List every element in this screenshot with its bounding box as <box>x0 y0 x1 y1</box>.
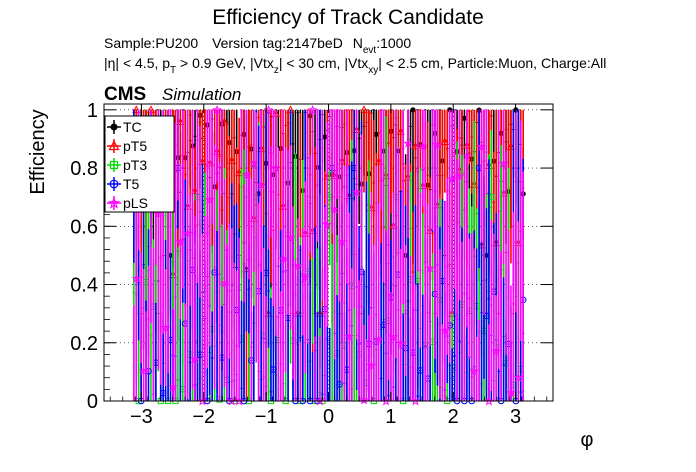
marker-point <box>462 151 472 161</box>
marker-point <box>374 157 383 165</box>
marker-point <box>410 107 416 113</box>
legend-marker <box>108 140 120 151</box>
marker-point <box>513 372 523 382</box>
x-tick-label: 1 <box>385 406 396 428</box>
legend-marker <box>109 179 119 189</box>
marker-point <box>234 396 244 406</box>
marker-point <box>220 117 229 125</box>
y-tick-label: 0.6 <box>70 216 98 238</box>
subtitle-line-1: Sample:PU200 Version tag:2147beD Nevt:10… <box>104 35 411 56</box>
cut-vtxz-subscript: z <box>274 65 279 76</box>
marker-point <box>359 105 369 113</box>
cut-vtxz-vtxxy: | < 30 cm, |Vtx <box>279 55 368 71</box>
x-tick-label: 3 <box>510 406 521 428</box>
x-tick-label: 0 <box>323 406 334 428</box>
y-tick-label: 0.4 <box>70 275 98 297</box>
tick-labels: −3 −2 −1 0 1 2 3 0 0.2 0.4 0.6 0.8 1 <box>70 100 521 428</box>
marker-point <box>176 117 185 126</box>
marker-point <box>396 127 405 135</box>
marker-point <box>403 138 413 148</box>
x-tick-label: −2 <box>192 406 215 428</box>
marker-point <box>432 140 443 150</box>
marker-point <box>461 115 468 121</box>
nevt-value: :1000 <box>376 35 411 51</box>
cut-vtxxy-particle: | < 2.5 cm, Particle:Muon, Charge:All <box>378 55 606 71</box>
marker-point <box>235 168 244 177</box>
marker-point <box>329 204 340 214</box>
nevt-label: N <box>353 35 363 51</box>
marker-point <box>322 219 332 230</box>
legend-label-TC: TC <box>123 119 142 135</box>
marker-point <box>190 354 200 364</box>
data-layer <box>130 105 527 406</box>
marker-point <box>484 396 494 406</box>
marker-point <box>351 187 362 197</box>
marker-point <box>336 381 343 388</box>
marker-point <box>256 180 266 190</box>
marker-point <box>440 137 449 145</box>
chart-title: Efficiency of Track Candidate <box>212 6 484 29</box>
y-tick-label: 0 <box>87 391 98 413</box>
legend-box <box>104 115 175 213</box>
legend-label-pT3: pT3 <box>123 157 147 173</box>
y-tick-label: 0.2 <box>70 333 98 355</box>
legend-label-T5: T5 <box>123 176 140 192</box>
cut-pt-vtxz: > 0.9 GeV, |Vtx <box>176 55 274 71</box>
marker-point <box>410 396 421 406</box>
legend-marker <box>109 160 119 170</box>
cut-vtxxy-subscript: xy <box>368 65 378 76</box>
y-tick-label: 0.8 <box>70 158 98 180</box>
nevt-subscript: evt <box>363 45 377 56</box>
legend-marker <box>110 123 118 131</box>
marker-point <box>454 171 465 181</box>
y-axis-label: Efficiency <box>27 109 49 194</box>
marker-point <box>132 105 141 113</box>
marker-point <box>506 142 515 151</box>
legend: TC pT5 pT3 T5 pLS <box>104 115 175 213</box>
cms-extra-label: Simulation <box>162 85 241 104</box>
subtitle-line-2: |η| < 4.5, pT > 0.9 GeV, |Vtxz| < 30 cm,… <box>104 55 606 76</box>
marker-point <box>227 156 236 164</box>
marker-point <box>131 273 141 283</box>
x-tick-label: 2 <box>448 406 459 428</box>
cut-pt-subscript: T <box>170 65 176 76</box>
cut-eta-pt: |η| < 4.5, p <box>104 55 170 71</box>
x-tick-label: −3 <box>130 406 153 428</box>
sample-label: Sample:PU200 <box>104 35 198 51</box>
x-axis-label: φ <box>581 429 594 451</box>
legend-label-pT5: pT5 <box>123 138 147 154</box>
marker-point <box>293 261 303 271</box>
marker-point <box>411 141 420 150</box>
x-tick-label: −1 <box>255 406 278 428</box>
marker-point <box>322 134 328 140</box>
legend-label-pLS: pLS <box>123 195 148 211</box>
version-label: Version tag:2147beD <box>212 35 343 51</box>
marker-point <box>374 334 384 344</box>
marker-point <box>381 396 391 406</box>
marker-point <box>425 263 435 273</box>
y-tick-label: 1 <box>87 100 98 122</box>
cms-label: CMS <box>104 84 146 105</box>
marker-point <box>212 105 222 115</box>
series-pLS-points <box>131 105 525 406</box>
legend-marker <box>108 197 120 209</box>
marker-point <box>396 338 406 348</box>
marker-point <box>191 186 200 195</box>
marker-point <box>307 105 318 115</box>
